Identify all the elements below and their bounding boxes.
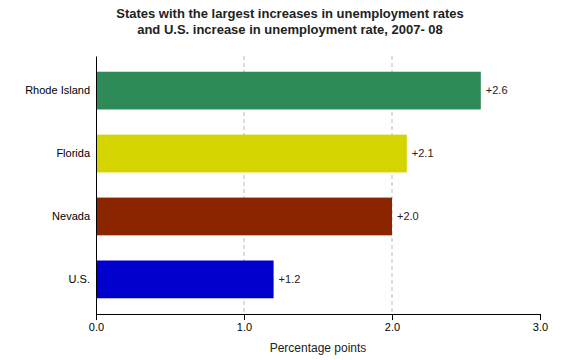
data-label: +2.0 xyxy=(397,210,419,222)
bar xyxy=(96,72,481,110)
x-axis-label: Percentage points xyxy=(270,341,367,355)
plot: +2.6 +2.1 +2.0 +1.2 0.0 1.0 2.0 3.0 Rhode Island… xyxy=(25,56,548,333)
tick-label: Nevada xyxy=(52,210,91,222)
tick-mark xyxy=(244,314,245,320)
tick-label: 1.0 xyxy=(237,321,252,333)
tick: Rhode Island xyxy=(25,84,96,96)
data-labels: +2.6 +2.1 +2.0 +1.2 xyxy=(279,84,508,285)
title-line: States with the largest increases in une… xyxy=(116,6,464,21)
tick: Florida xyxy=(56,147,96,159)
tick-label: 0.0 xyxy=(89,321,104,333)
axis-line xyxy=(96,57,97,315)
tick-label: 2.0 xyxy=(385,321,400,333)
tick: 2.0 xyxy=(385,314,400,333)
bar xyxy=(96,135,407,173)
bars xyxy=(96,72,481,299)
data-label: +2.6 xyxy=(486,84,508,96)
tick-label: Florida xyxy=(56,147,91,159)
tick: 0.0 xyxy=(89,314,104,333)
tick: Nevada xyxy=(52,210,96,222)
data-label: +1.2 xyxy=(279,273,301,285)
tick-label: U.S. xyxy=(69,273,90,285)
tick-mark xyxy=(540,314,541,320)
tick-mark xyxy=(392,314,393,320)
tick: U.S. xyxy=(69,273,96,285)
data-label: +2.1 xyxy=(412,147,434,159)
tick: 3.0 xyxy=(533,314,548,333)
title: States with the largest increases in une… xyxy=(116,6,464,37)
chart: States with the largest increases in une… xyxy=(0,0,580,360)
x-axis: 0.0 1.0 2.0 3.0 xyxy=(89,314,548,333)
y-axis: Rhode Island Florida Nevada U.S. xyxy=(25,57,96,315)
tick-mark xyxy=(96,314,97,320)
bar xyxy=(96,198,392,236)
axis-line xyxy=(97,315,541,321)
tick-label: 3.0 xyxy=(533,321,548,333)
tick: 1.0 xyxy=(237,314,252,333)
bar xyxy=(96,261,274,299)
tick-label: Rhode Island xyxy=(25,84,90,96)
title-line: and U.S. increase in unemployment rate, … xyxy=(137,22,443,37)
